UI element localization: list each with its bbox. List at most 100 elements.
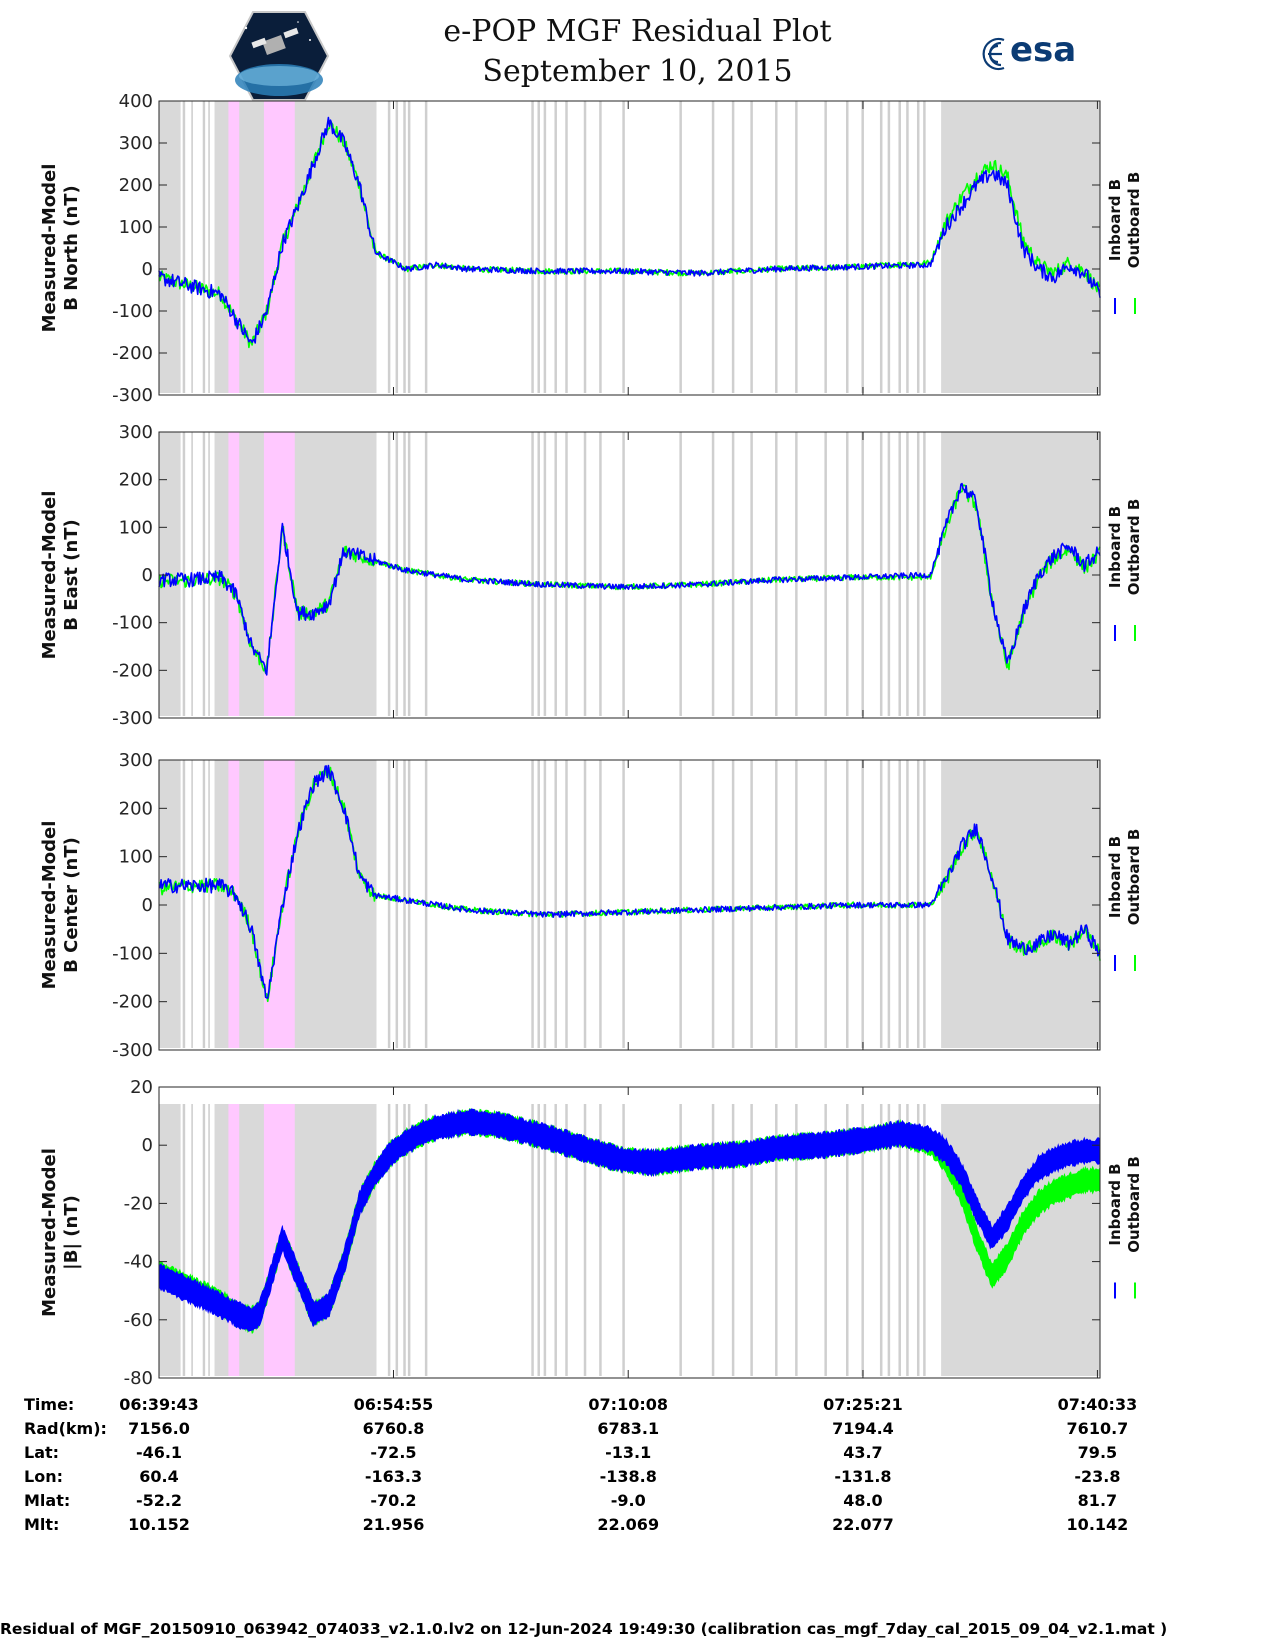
gap-shade-line [679,1104,682,1376]
y-axis-label: Measured-Model [39,164,60,333]
series-inboard-line [158,764,1101,999]
gap-shade-line [923,101,926,393]
series-inboard-line [158,116,1101,344]
gap-shade-line [395,760,399,1048]
series-inboard-line [158,482,1101,676]
gap-shade-line [861,760,864,1048]
gap-shade-line [537,432,540,716]
gap-shade-line [622,1104,625,1376]
gap-shade-line [182,101,186,393]
y-tick-label: 300 [119,750,153,771]
gap-shade-line [622,432,625,716]
gap-shade-line [731,760,735,1048]
y-tick-label: -60 [124,1310,153,1331]
gap-shade-line [537,760,540,1048]
gap-shade-line [395,432,399,716]
axes-box [158,1086,1101,1379]
gap-shade-block [214,101,377,393]
y-axis-label: Measured-Model [39,821,60,990]
legend-inboard-label: Inboard B [1106,179,1124,261]
table-cell: 07:40:33 [1058,1395,1138,1414]
legend-outboard-label: Outboard B [1125,172,1143,269]
gap-shade-line [599,432,602,716]
gap-separator [205,760,209,1048]
gap-shade-line [906,432,909,716]
table-cell: 21.956 [363,1515,425,1534]
gap-shade-line [583,432,587,716]
gap-shade-line [861,432,864,716]
gap-shade-line [775,432,778,716]
table-cell: -72.5 [370,1443,416,1462]
gap-shade-line [861,1104,864,1376]
legend-inboard-label: Inboard B [1106,506,1124,588]
gap-separator [205,1104,209,1376]
y-tick-label: 300 [119,422,153,443]
gap-shade-line [750,760,753,1048]
gap-shade-line [407,101,411,393]
y-tick-label: -20 [124,1193,153,1214]
table-cell: 81.7 [1078,1491,1117,1510]
pink-shade-block [228,101,240,393]
panel-total: 20 0 -20 -40 -60 -80 Measured-Model |B| (nT) Inb… [39,1077,1143,1389]
y-tick-label: -100 [112,943,153,964]
gap-shade-line [711,1104,715,1376]
table-cell: 07:10:08 [588,1395,668,1414]
orbit-data-table: Time: 06:39:43 06:54:55 07:10:08 07:25:21 07:… [24,1395,1137,1534]
table-cell: -131.8 [834,1467,891,1486]
y-tick-label: 0 [142,565,153,586]
gap-shade-line [906,101,909,393]
gap-shade-block [159,1104,181,1376]
gap-shade-line [795,432,798,716]
table-row-label: Rad(km): [24,1419,107,1438]
gap-shade-line [403,760,406,1048]
y-tick-label: 200 [119,175,153,196]
pink-shade-block [228,1104,240,1376]
table-cell: 06:54:55 [354,1395,434,1414]
gap-shade-line [565,101,568,393]
table-cell: -70.2 [370,1491,416,1510]
y-tick-label: 100 [119,847,153,868]
y-tick-label: -200 [112,992,153,1013]
gap-shade-line [775,760,778,1048]
gap-shade-line [711,101,715,393]
y-tick-label: 100 [119,217,153,238]
gap-shade-line [795,101,798,393]
gap-shade-line [731,1104,735,1376]
gap-shade-line [565,760,568,1048]
y-tick-label: 0 [142,1135,153,1156]
gap-shade-line [543,760,547,1048]
gap-shade-line [906,1104,909,1376]
gap-shade-line [395,1104,399,1376]
gap-shade-block [214,432,377,716]
y-axis-label: Measured-Model [39,491,60,660]
gap-shade-line [795,760,798,1048]
gap-shade-line [403,1104,406,1376]
esa-logo-emblem [982,37,1005,71]
table-cell: -23.8 [1074,1467,1120,1486]
table-cell: 22.077 [832,1515,894,1534]
y-tick-label: 400 [119,91,153,112]
gap-shade-line [622,760,625,1048]
gap-shade-line [879,432,883,716]
gap-separator [197,760,201,1048]
gap-separator [188,1104,192,1376]
table-cell: 60.4 [139,1467,178,1486]
gap-shade-line [887,101,891,393]
pink-shade-block [228,432,240,716]
cassiope-satellite-logo [228,11,330,101]
gap-shade-line [387,760,391,1048]
table-cell: -138.8 [600,1467,657,1486]
gap-shade-line [879,101,883,393]
table-cell: 6783.1 [597,1419,659,1438]
gap-shade-line [424,1104,428,1376]
gap-shade-line [887,1104,891,1376]
footer-caption: Residual of MGF_20150910_063942_074033_v… [0,1620,1168,1638]
gap-shade-block [159,101,181,393]
table-cell: 7156.0 [128,1419,190,1438]
gap-shade-line [537,1104,540,1376]
gap-shade-line [622,101,625,393]
y-tick-label: 0 [142,895,153,916]
gap-shade-line [182,760,186,1048]
gap-shade-line [190,760,193,1048]
